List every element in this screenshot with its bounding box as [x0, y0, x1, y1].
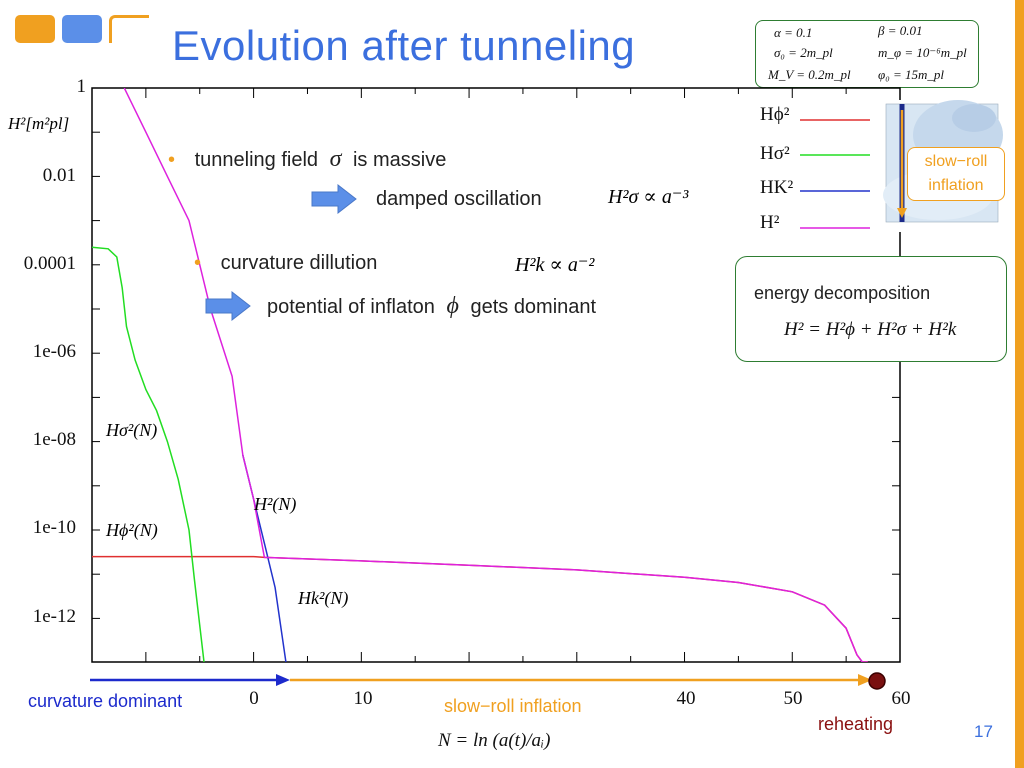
legend-swatches	[800, 119, 870, 229]
xtick-label: 50	[783, 688, 803, 709]
energy-formula: H² = H²ϕ + H²σ + H²k	[784, 319, 957, 340]
series-line	[92, 246, 205, 662]
bullet-dot: •	[194, 252, 202, 274]
blue-arrow-icon	[205, 290, 251, 322]
annotation-hk: Hk²(N)	[298, 588, 349, 608]
param-MV: M_V = 0.2m_pl	[768, 67, 851, 82]
ytick-label: 1e-06	[32, 341, 76, 362]
legend-label-h: H²	[760, 212, 780, 233]
inset-label-box: slow−roll inflation	[907, 147, 1005, 201]
param-mphi: m_φ = 10⁻⁶m_pl	[878, 45, 967, 60]
series-line	[123, 88, 868, 662]
curvature-arrowhead	[276, 674, 290, 686]
ytick-label: 0.01	[42, 165, 76, 186]
bullet-2-symbol: ϕ	[446, 293, 459, 319]
bullet-2-tail: gets dominant	[470, 296, 597, 318]
legend-label-hk: HK²	[760, 177, 794, 198]
bullet-2-formula: H²k ∝ a⁻²	[515, 254, 595, 276]
energy-decomposition-box: energy decomposition H² = H²ϕ + H²σ + H²…	[735, 256, 1007, 362]
page-number: 17	[974, 722, 993, 741]
slowroll-arrowhead	[858, 674, 872, 686]
blue-arrow-icon	[311, 183, 357, 215]
ytick-label: 1e-08	[32, 429, 76, 450]
ytick-label: 1	[76, 76, 87, 97]
x-axis-label: N = ln (a(t)/aᵢ)	[438, 730, 551, 751]
annotation-hphi: Hϕ²(N)	[106, 520, 158, 540]
bullet-1-sub: damped oscillation	[376, 188, 542, 210]
slide-title: Evolution after tunneling	[172, 22, 636, 69]
bullet-2-sub: potential of inflaton ϕ gets dominant	[267, 293, 596, 320]
reheating-label: reheating	[818, 714, 894, 734]
legend-label-hphi: Hϕ²	[760, 104, 790, 125]
deco-square-blue	[62, 15, 102, 43]
bullet-1: • tunneling field σ is massive	[168, 146, 446, 173]
ytick-label: 1e-10	[32, 517, 76, 538]
ytick-label: 1e-12	[32, 606, 76, 627]
bullet-2-sub-text: potential of inflaton	[267, 296, 435, 318]
energy-label: energy decomposition	[754, 283, 931, 303]
bullet-2: • curvature dillution	[194, 252, 377, 275]
deco-square-outline	[109, 15, 149, 43]
right-accent-bar	[1015, 0, 1024, 768]
xtick-label: 60	[891, 688, 911, 709]
slow-roll-label: slow−roll inflation	[444, 696, 582, 716]
inset-label: slow−roll inflation	[924, 153, 988, 194]
y-axis-label: H²[m²pl]	[8, 114, 70, 133]
param-sigma0: σ₀ = 2m_pl	[774, 45, 833, 60]
xtick-label: 0	[249, 688, 259, 709]
bullet-1-formula: H²σ ∝ a⁻³	[608, 186, 689, 208]
xtick-label: 10	[353, 688, 373, 709]
bullet-1-tail: is massive	[352, 149, 447, 171]
param-alpha: α = 0.1	[774, 25, 813, 40]
annotation-hsigma: Hσ²(N)	[106, 420, 158, 440]
param-beta: β = 0.01	[878, 23, 923, 38]
curvature-dominant-label: curvature dominant	[28, 691, 183, 711]
param-phi0: φ₀ = 15m_pl	[878, 67, 944, 82]
deco-square-orange	[15, 15, 55, 43]
series-line	[92, 555, 868, 662]
xtick-label: 40	[676, 688, 696, 709]
bullet-1-text: tunneling field	[194, 149, 319, 171]
bullet-dot: •	[168, 149, 176, 171]
parameters-box: α = 0.1 β = 0.01 σ₀ = 2m_pl m_φ = 10⁻⁶m_…	[755, 20, 979, 88]
legend-label-hsigma: Hσ²	[760, 143, 790, 164]
ytick-label: 0.0001	[23, 253, 76, 274]
phase-arrows	[90, 672, 886, 690]
annotation-h: H²(N)	[254, 494, 297, 514]
bullet-2-text: curvature dillution	[220, 252, 378, 274]
reheating-dot	[868, 672, 886, 690]
plot-frame	[91, 87, 901, 663]
bullet-1-symbol: σ	[329, 146, 342, 172]
